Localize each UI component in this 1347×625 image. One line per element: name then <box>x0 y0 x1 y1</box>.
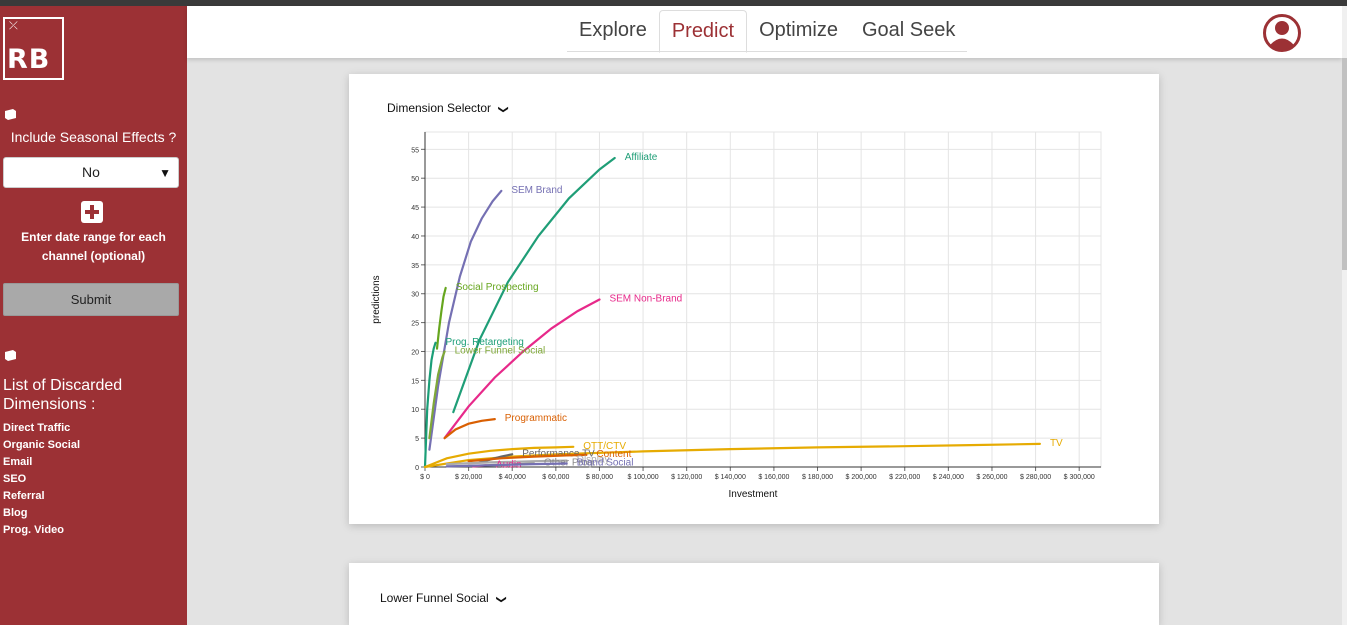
y-tick-label: 50 <box>411 176 419 183</box>
discarded-dimensions-title: List of Discarded Dimensions : <box>3 377 123 413</box>
chevron-down-icon: ❯ <box>495 595 507 604</box>
top-navbar: Explore Predict Optimize Goal Seek <box>187 6 1342 58</box>
x-tick-label: $ 260,000 <box>976 474 1007 481</box>
x-tick-label: $ 240,000 <box>933 474 964 481</box>
add-date-range-icon[interactable] <box>81 201 103 223</box>
list-item: SEO <box>3 473 27 485</box>
series-label: Display <box>577 455 610 466</box>
logo-corner-mark-icon: ⤫ <box>9 20 18 32</box>
x-tick-label: $ 160,000 <box>758 474 789 481</box>
series-line-programmatic <box>443 418 496 440</box>
series-line-lower-funnel-social <box>428 350 446 440</box>
page-scrollbar-track[interactable] <box>1342 6 1347 625</box>
chevron-down-icon: ▼ <box>159 166 171 180</box>
tab-predict[interactable]: Predict <box>658 10 748 53</box>
series-line-prog-retargeting <box>423 341 437 469</box>
y-tick-label: 15 <box>411 378 419 385</box>
x-tick-label: $ 300,000 <box>1064 474 1095 481</box>
series-label: Content <box>596 449 631 460</box>
x-tick-label: $ 60,000 <box>542 474 569 481</box>
x-tick-label: $ 100,000 <box>627 474 658 481</box>
tab-goal-seek[interactable]: Goal Seek <box>861 19 956 41</box>
y-tick-label: 35 <box>411 263 419 270</box>
date-range-label: Enter date range for each channel (optio… <box>21 230 166 263</box>
y-tick-label: 30 <box>411 292 419 299</box>
series-line-content <box>467 453 588 463</box>
list-item: Email <box>3 456 33 468</box>
x-tick-label: $ 80,000 <box>586 474 613 481</box>
x-tick-label: $ 0 <box>420 474 430 481</box>
series-line-sem-brand <box>428 189 503 451</box>
dimension-selector[interactable]: Dimension Selector ❯ <box>387 101 509 115</box>
rb-logo: ⤫ RB <box>3 17 64 80</box>
seasonal-effects-label: Include Seasonal Effects ? <box>10 129 177 145</box>
series-line-display <box>445 459 568 466</box>
y-tick-label: 0 <box>415 465 419 472</box>
y-tick-label: 55 <box>411 147 419 154</box>
seasonal-effects-value: No <box>82 164 100 180</box>
x-tick-label: $ 220,000 <box>889 474 920 481</box>
x-axis-label: Investment <box>729 489 778 500</box>
list-item: Prog. Video <box>3 524 64 536</box>
x-tick-label: $ 140,000 <box>715 474 746 481</box>
prediction-curves-chart: $ 0 $ 20,000 $ 40,000 $ 60,000 $ 80,000 $ 100… <box>371 131 1102 500</box>
list-item: Organic Social <box>3 439 81 451</box>
series-label: Brand Social <box>577 458 634 469</box>
submit-button[interactable]: Submit <box>3 283 179 316</box>
series-label: Prog. Retargeting <box>445 337 523 348</box>
list-item: Direct Traffic <box>3 422 71 434</box>
series-label: SEM Brand <box>511 185 562 196</box>
page-scrollbar-thumb[interactable] <box>1342 58 1347 270</box>
x-tick-label: $ 180,000 <box>802 474 833 481</box>
x-tick-label: $ 120,000 <box>671 474 702 481</box>
series-line-sem-non-brand <box>443 298 601 440</box>
series-label: Affiliate <box>625 152 658 163</box>
series-label: OTT/CTV <box>583 441 626 452</box>
x-tick-label: $ 40,000 <box>499 474 526 481</box>
series-line-affiliate <box>452 156 616 414</box>
series-label: Social Prospecting <box>456 282 539 293</box>
user-avatar-icon[interactable] <box>1263 14 1301 52</box>
sidebar: ⤫ RB Include Seasonal Effects ? No ▼ Ent… <box>0 6 187 625</box>
y-tick-label: 40 <box>411 234 419 241</box>
y-tick-label: 20 <box>411 349 419 356</box>
y-tick-label: 45 <box>411 205 419 212</box>
y-axis-label: predictions <box>371 275 382 323</box>
y-tick-label: 25 <box>411 321 419 328</box>
list-item: Blog <box>3 507 28 519</box>
series-label: TV <box>1050 438 1063 449</box>
logo-text: RB <box>7 44 51 75</box>
x-tick-label: $ 20,000 <box>455 474 482 481</box>
discarded-dimensions-list: Direct Traffic Organic Social Email SEO … <box>3 420 80 539</box>
main-tabs: Explore Predict Optimize Goal Seek <box>567 6 968 53</box>
x-tick-label: $ 200,000 <box>846 474 877 481</box>
series-label: Performance TV <box>522 448 595 459</box>
book-icon <box>5 350 16 361</box>
prediction-chart-card: Dimension Selector ❯ $ 0 $ 20,000 $ 40,000 $… <box>349 74 1159 524</box>
book-icon <box>5 109 16 120</box>
series-label: Other Prog. <box>544 458 596 469</box>
channel-card: Lower Funnel Social ❯ <box>349 563 1159 625</box>
y-tick-label: 5 <box>415 436 419 443</box>
window-top-strip <box>0 0 1347 6</box>
channel-selector[interactable]: Lower Funnel Social ❯ <box>380 591 507 605</box>
tab-optimize[interactable]: Optimize <box>759 19 838 41</box>
series-label: Lower Funnel Social <box>455 345 546 356</box>
list-item: Referral <box>3 490 45 502</box>
y-tick-label: 10 <box>411 407 419 414</box>
series-line-social-prospecting <box>435 286 447 350</box>
dimension-selector-label: Dimension Selector <box>387 101 492 115</box>
series-label: Programmatic <box>505 413 567 424</box>
tab-explore[interactable]: Explore <box>579 19 647 41</box>
channel-selector-label: Lower Funnel Social <box>380 591 489 605</box>
seasonal-effects-select[interactable]: No ▼ <box>3 157 179 188</box>
series-line-ott-ctv <box>423 445 575 469</box>
series-line-brand-social <box>445 462 568 468</box>
series-label: SEM Non-Brand <box>609 294 682 305</box>
x-tick-label: $ 280,000 <box>1020 474 1051 481</box>
